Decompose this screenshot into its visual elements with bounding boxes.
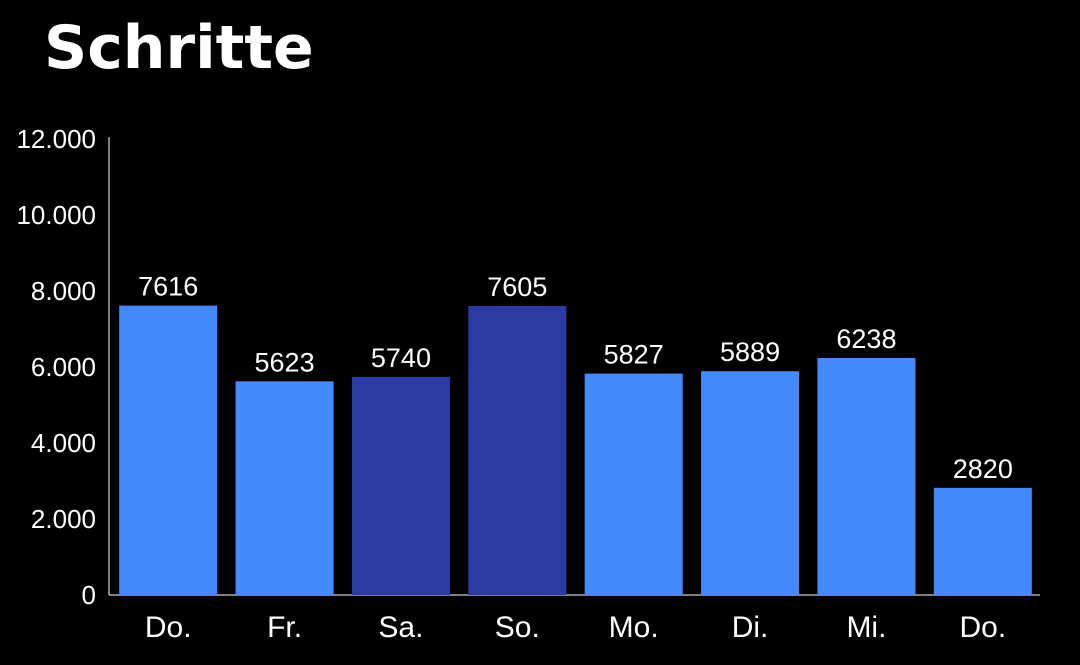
y-tick-label: 8.000 (31, 276, 96, 306)
bar-value-label: 7605 (487, 272, 547, 302)
x-category-label: Fr. (267, 611, 302, 644)
x-category-label: Do. (145, 611, 192, 644)
y-tick-label: 2.000 (31, 504, 96, 534)
x-category-label: Di. (732, 611, 769, 644)
chart-title: Schritte (44, 13, 314, 83)
bar-value-label: 7616 (138, 272, 198, 302)
bar-value-label: 5740 (371, 343, 431, 373)
category-labels: Do. Fr. Sa. So. Mo. Di. Mi. Do. (145, 611, 1006, 644)
x-category-label: So. (495, 611, 540, 644)
bars (119, 305, 1032, 595)
y-tick-label: 4.000 (31, 428, 96, 458)
bar (701, 371, 800, 595)
bar (119, 305, 218, 595)
bar (584, 373, 683, 595)
bar-value-label: 5889 (720, 337, 780, 367)
y-tick-labels: 0 2.000 4.000 6.000 8.000 10.000 12.000 (16, 124, 96, 610)
value-labels: 7616 5623 5740 7605 5827 5889 6238 2820 (138, 272, 1013, 484)
bar-value-label: 6238 (836, 324, 896, 354)
x-category-label: Mo. (609, 611, 659, 644)
bar-value-label: 2820 (953, 454, 1013, 484)
bar (235, 381, 334, 595)
bar (933, 487, 1032, 595)
y-tick-label: 6.000 (31, 352, 96, 382)
x-category-label: Do. (959, 611, 1006, 644)
x-category-label: Sa. (378, 611, 423, 644)
y-tick-label: 0 (82, 580, 96, 610)
bar (817, 357, 916, 595)
bar-value-label: 5623 (255, 347, 315, 377)
bar (351, 376, 450, 595)
y-tick-label: 12.000 (16, 124, 96, 154)
y-tick-label: 10.000 (16, 200, 96, 230)
bar-value-label: 5827 (604, 340, 664, 370)
bar (468, 306, 567, 595)
x-category-label: Mi. (846, 611, 886, 644)
